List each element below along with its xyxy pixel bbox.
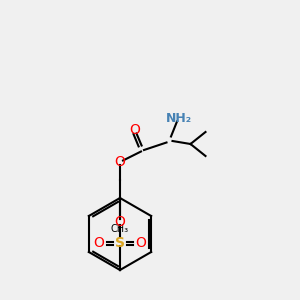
- Text: NH₂: NH₂: [165, 112, 192, 125]
- Text: O: O: [115, 155, 125, 169]
- Text: O: O: [115, 215, 125, 229]
- Text: O: O: [130, 124, 140, 137]
- Text: CH₃: CH₃: [111, 224, 129, 233]
- Text: O: O: [136, 236, 146, 250]
- Text: S: S: [115, 236, 125, 250]
- Text: O: O: [94, 236, 104, 250]
